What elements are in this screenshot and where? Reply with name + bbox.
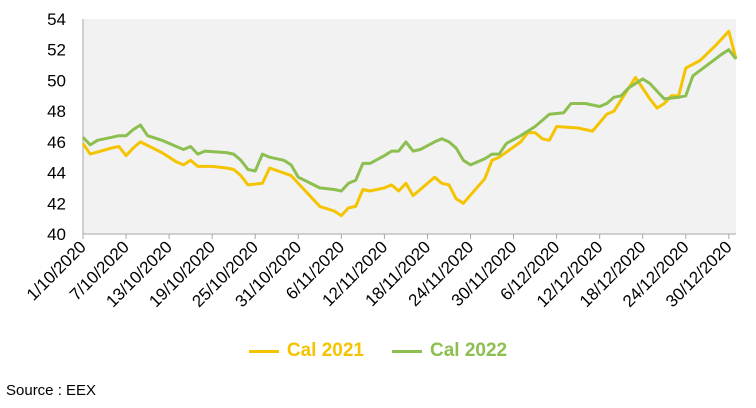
legend-swatch-cal-2021 [248,349,279,353]
y-tick-label: 46 [47,133,66,152]
y-tick-label: 48 [47,102,66,121]
series-line-cal-2021 [81,29,738,218]
y-tick-label: 52 [47,41,66,60]
y-tick-label: 42 [47,194,66,213]
legend: Cal 2021 Cal 2022 [0,340,756,362]
y-axis-ticks: 40 42 44 46 48 50 52 54 [47,10,66,244]
y-tick-label: 50 [47,71,66,90]
line-chart: 40 42 44 46 48 50 52 54 1/10/20207/10/202013/10… [23,10,738,311]
x-axis-ticks: 1/10/20207/10/202013/10/202019/10/202025… [23,234,736,311]
y-tick-label: 54 [47,10,66,29]
plot-area [83,19,736,234]
legend-item-cal-2022: Cal 2022 [392,340,507,362]
legend-label-cal-2022: Cal 2022 [430,340,508,361]
source-note: Source : EEX [6,382,97,399]
legend-swatch-cal-2022 [392,349,422,353]
legend-label-cal-2021: Cal 2021 [286,340,364,361]
series-line-cal-2022 [81,48,738,193]
series-lines [81,29,738,218]
legend-item-cal-2021: Cal 2021 [248,340,364,362]
y-tick-label: 44 [47,164,66,183]
y-tick-label: 40 [47,225,66,244]
